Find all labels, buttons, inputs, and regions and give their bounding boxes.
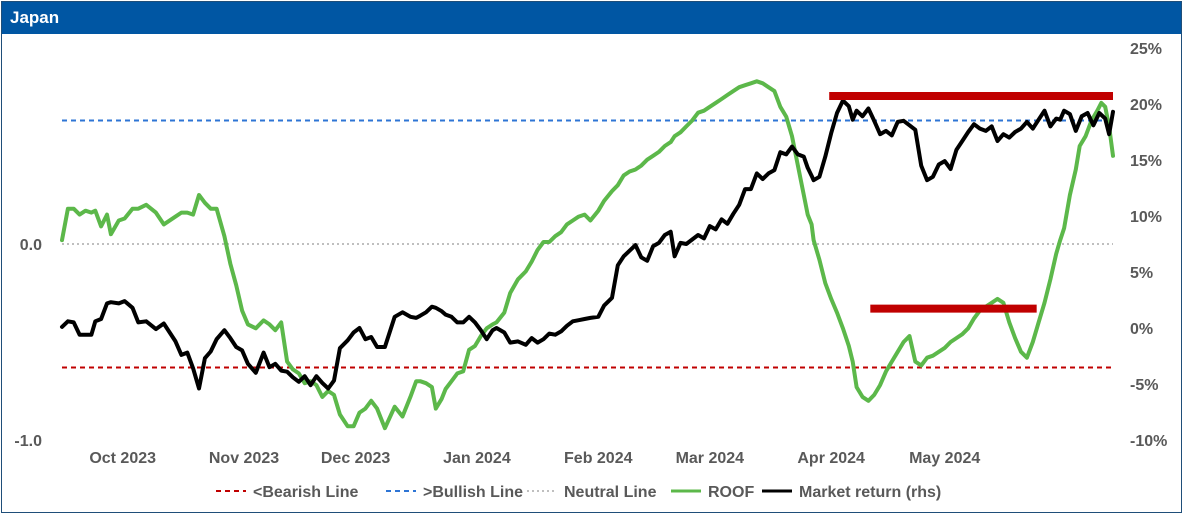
y-axis-right: 25% 20% 15% 10% 5% 0% -5% -10% — [1130, 41, 1167, 450]
y-right-tick-label: 25% — [1130, 41, 1162, 58]
x-tick-label: Mar 2024 — [676, 450, 745, 467]
x-tick-label: Oct 2023 — [89, 450, 156, 467]
legend-label: >Bullish Line — [423, 484, 523, 501]
chart-title: Japan — [10, 8, 60, 27]
y-right-tick-label: -5% — [1130, 377, 1158, 394]
x-tick-label: Jan 2024 — [443, 450, 511, 467]
y-right-tick-label: 5% — [1130, 265, 1153, 282]
legend-item: Market return (rhs) — [762, 484, 941, 501]
legend-label: ROOF — [708, 484, 754, 501]
y-axis-left: 0.0 -1.0 — [14, 237, 42, 450]
y-right-tick-label: 15% — [1130, 153, 1162, 170]
legend-label: Neutral Line — [564, 484, 657, 501]
y-right-tick-label: 10% — [1130, 209, 1162, 226]
legend-label: Market return (rhs) — [799, 484, 941, 501]
x-tick-label: May 2024 — [909, 450, 980, 467]
legend-label: <Bearish Line — [253, 484, 358, 501]
x-tick-label: Dec 2023 — [321, 450, 390, 467]
series-line-roof — [60, 79, 1115, 431]
legend-item: Neutral Line — [527, 484, 657, 501]
x-axis: Oct 2023 Nov 2023 Dec 2023 Jan 2024 Feb 2024… — [89, 450, 980, 467]
series-lines — [60, 79, 1115, 431]
series-line-market-return — [60, 98, 1115, 391]
legend-item: ROOF — [671, 484, 754, 501]
y-left-tick-label: 0.0 — [20, 237, 42, 254]
title-bar: Japan — [2, 2, 1181, 34]
legend-item: <Bearish Line — [216, 484, 358, 501]
x-tick-label: Apr 2024 — [797, 450, 865, 467]
y-right-tick-label: 0% — [1130, 321, 1153, 338]
legend-item: >Bullish Line — [386, 484, 523, 501]
x-tick-label: Feb 2024 — [564, 450, 633, 467]
reference-lines — [62, 119, 1113, 369]
annotation-bars — [829, 92, 1113, 313]
legend: <Bearish Line >Bullish Line Neutral Line RO… — [216, 484, 941, 501]
y-left-tick-label: -1.0 — [14, 433, 42, 450]
x-tick-label: Nov 2023 — [209, 450, 279, 467]
y-right-tick-label: -10% — [1130, 433, 1167, 450]
y-right-tick-label: 20% — [1130, 97, 1162, 114]
